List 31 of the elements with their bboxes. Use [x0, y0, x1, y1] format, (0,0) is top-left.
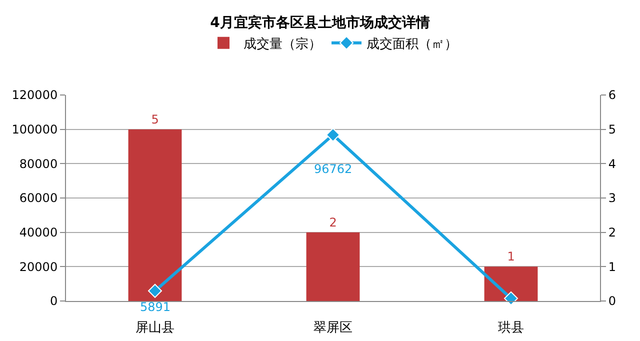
point	[504, 291, 518, 306]
y-tick-label: 100000	[12, 122, 58, 137]
y-tick-label: 120000	[12, 88, 58, 102]
y2-tick-label: 4	[608, 156, 616, 171]
y-tick-label: 40000	[19, 226, 58, 240]
y2-tick-label: 1	[608, 260, 616, 274]
x-tick-label: 屏山县	[136, 320, 174, 336]
y-tick-label: 60000	[19, 191, 58, 206]
bar	[306, 232, 360, 301]
y-tick-label: 0	[50, 294, 58, 308]
y2-tick-label: 0	[608, 294, 616, 308]
chart-title: 4月宜宾市各区县土地市场成交详情	[210, 14, 430, 31]
y2-tick-label: 6	[608, 88, 616, 102]
x-tick-label: 翠屏区	[314, 320, 352, 336]
point	[326, 128, 340, 142]
y2-tick-label: 5	[608, 122, 616, 137]
legend-label: 成交面积（㎡）	[366, 36, 458, 52]
data-label: 5	[151, 112, 159, 126]
data-label: 5891	[140, 300, 171, 314]
data-label: 1	[507, 250, 515, 264]
point	[148, 284, 162, 298]
y-tick-label: 80000	[19, 156, 58, 171]
bar	[128, 129, 182, 301]
data-label: 96762	[314, 162, 352, 176]
legend-label: 成交量（宗）	[244, 36, 322, 52]
y2-tick-label: 2	[608, 226, 616, 240]
y2-tick-label: 3	[608, 191, 616, 206]
bar	[484, 266, 538, 301]
y-tick-label: 20000	[19, 260, 58, 274]
data-label: 2	[329, 215, 337, 230]
x-tick-label: 珙县	[498, 320, 524, 336]
